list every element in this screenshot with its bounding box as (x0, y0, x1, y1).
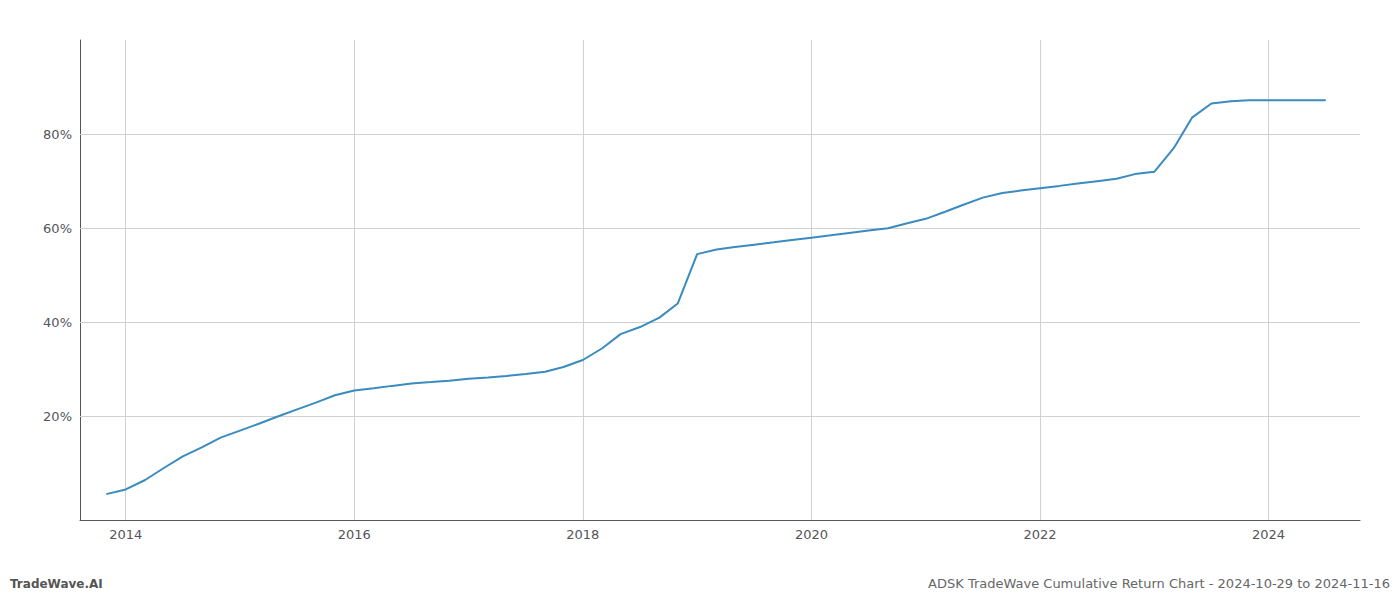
svg-text:TradeWave.AI: TradeWave.AI (10, 577, 103, 591)
svg-text:2016: 2016 (338, 527, 371, 542)
svg-text:60%: 60% (43, 221, 72, 236)
svg-text:2018: 2018 (566, 527, 599, 542)
svg-text:2024: 2024 (1252, 527, 1285, 542)
svg-text:80%: 80% (43, 127, 72, 142)
svg-text:40%: 40% (43, 315, 72, 330)
svg-text:2020: 2020 (795, 527, 828, 542)
svg-text:20%: 20% (43, 409, 72, 424)
svg-text:2014: 2014 (109, 527, 142, 542)
svg-text:2022: 2022 (1023, 527, 1056, 542)
svg-text:ADSK TradeWave Cumulative Retu: ADSK TradeWave Cumulative Return Chart -… (928, 576, 1390, 591)
